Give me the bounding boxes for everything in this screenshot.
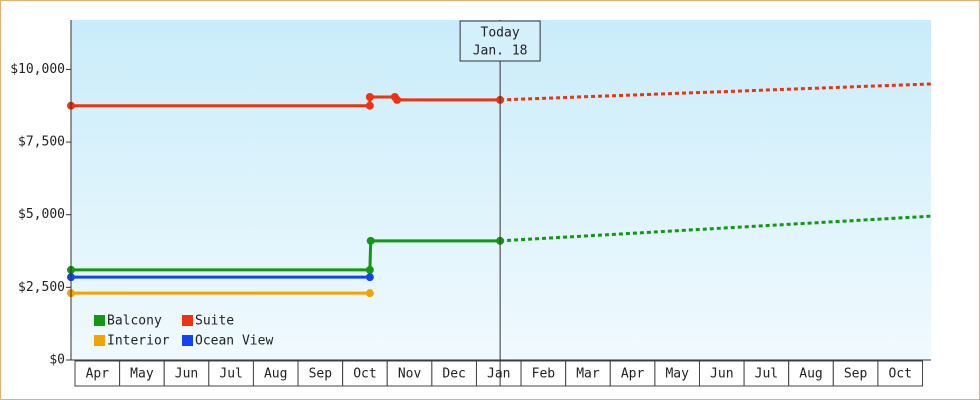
month-cell (743, 360, 790, 387)
x-tick-label: May (665, 367, 689, 382)
month-cell (832, 360, 879, 387)
month-cell (163, 360, 210, 387)
plot-area (71, 20, 931, 360)
x-tick-label: Nov (398, 367, 422, 382)
point (366, 236, 375, 245)
x-tick-label: Sep (309, 367, 333, 382)
x-tick-label: Aug (799, 367, 822, 382)
month-cell (119, 360, 165, 387)
legend-label: Suite (195, 314, 234, 329)
point (365, 273, 374, 282)
today-label: Today (481, 26, 520, 41)
point (365, 93, 374, 102)
month-cell (208, 360, 254, 387)
point (393, 95, 402, 104)
month-cell (788, 360, 834, 387)
month-cell (386, 360, 433, 387)
forecast-line (500, 82, 932, 102)
y-tick-label: $0 (49, 353, 65, 368)
legend-label: Ocean View (195, 334, 273, 349)
series-line (71, 239, 501, 272)
x-tick-label: Apr (621, 367, 645, 382)
y-tick-label: $10,000 (10, 62, 65, 77)
x-tick-label: Mar (576, 367, 600, 382)
point (365, 265, 374, 274)
x-tick-label: Jun (175, 367, 198, 382)
legend-swatch (94, 315, 105, 326)
x-tick-label: Jul (755, 367, 778, 382)
month-cell (877, 360, 924, 387)
x-tick-label: Feb (532, 367, 556, 382)
y-tick-label: $7,500 (18, 135, 65, 150)
series-line (71, 95, 501, 108)
x-tick-label: Sep (844, 367, 868, 382)
month-cell (297, 360, 344, 387)
x-tick-label: Oct (353, 367, 376, 382)
legend-swatch (94, 335, 105, 346)
x-tick-label: Aug (264, 367, 287, 382)
legend-swatch (182, 315, 193, 326)
month-cell (431, 360, 477, 387)
month-cell (74, 360, 121, 387)
month-cell (475, 360, 522, 387)
point (365, 289, 374, 298)
month-cell (698, 360, 745, 387)
x-tick-label: Jan (487, 367, 510, 382)
today-box (459, 20, 541, 62)
legend-label: Balcony (107, 314, 162, 329)
x-tick-label: Jun (710, 367, 733, 382)
x-tick-label: Apr (86, 367, 110, 382)
legend-label: Interior (107, 334, 170, 349)
month-cell (654, 360, 700, 387)
y-tick-label: $2,500 (18, 280, 65, 295)
x-tick-label: Jul (219, 367, 242, 382)
today-label: Jan. 18 (473, 44, 528, 59)
month-cell (520, 360, 567, 387)
x-tick-label: May (130, 367, 154, 382)
forecast-line (500, 214, 932, 243)
legend-swatch (182, 335, 193, 346)
y-tick-label: $5,000 (18, 207, 65, 222)
month-cell (565, 360, 611, 387)
x-tick-label: Oct (888, 367, 911, 382)
x-tick-label: Dec (442, 367, 465, 382)
point (365, 101, 374, 110)
month-cell (609, 360, 656, 387)
